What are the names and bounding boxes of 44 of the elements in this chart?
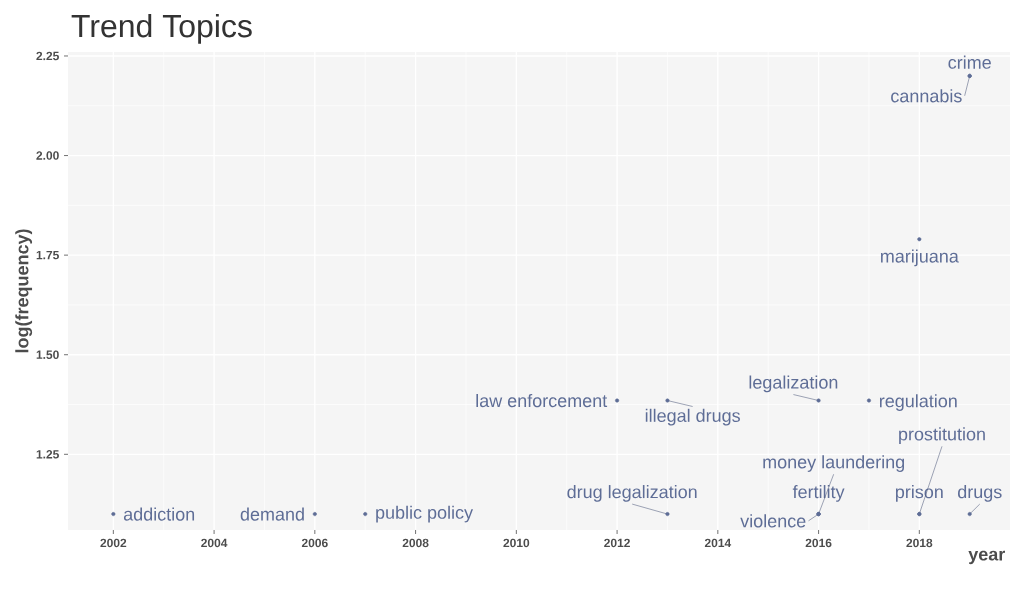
annotation: violence (740, 514, 806, 528)
x-tick-label: 2016 (805, 538, 832, 548)
x-tick-label: 2012 (604, 538, 630, 548)
y-tick-label: 2.00 (36, 151, 59, 160)
annotation: public policy (376, 505, 474, 523)
x-tick-label: 2010 (503, 538, 530, 548)
annotation: law enforcement (476, 393, 608, 408)
y-tick-label: 1.25 (36, 450, 59, 459)
point (967, 512, 972, 517)
y-tick-label: 1.50 (36, 350, 59, 359)
point (816, 398, 821, 403)
x-tick-label: 2014 (704, 538, 732, 548)
annotation: demand (240, 507, 304, 521)
point (363, 512, 368, 517)
point (615, 398, 620, 403)
chart-title: Trend Topics (71, 13, 252, 44)
annotation: drugs (958, 485, 1002, 502)
annotation: money laundering (763, 455, 905, 472)
x-tick-label: 2008 (402, 538, 429, 548)
annotation: addiction (123, 507, 195, 521)
annotation: legalization (749, 375, 838, 393)
annotation: crime (948, 55, 991, 69)
annotation: marijuana (881, 249, 959, 267)
point (111, 512, 116, 517)
x-tick-label: 2018 (906, 538, 933, 548)
y-axis-title: log(frequency) (15, 229, 33, 353)
annotation: prostitution (899, 427, 985, 445)
x-axis-title: year (968, 550, 1006, 565)
annotation: cannabis (891, 89, 962, 103)
y-tick-label: 2.25 (36, 51, 59, 61)
annotation: drug legalization (567, 485, 697, 502)
x-tick-label: 2006 (301, 538, 328, 548)
point (665, 398, 670, 403)
point (866, 398, 871, 403)
x-tick-label: 2004 (201, 538, 228, 548)
annotation: illegal drugs (645, 408, 740, 426)
annotation: fertility (792, 485, 845, 502)
y-tick-label: 1.75 (36, 250, 59, 260)
x-tick-label: 2002 (100, 538, 127, 548)
point (917, 237, 922, 242)
annotation: regulation (879, 394, 957, 411)
point (312, 512, 317, 517)
annotation: prison (895, 485, 943, 502)
point (665, 512, 670, 517)
